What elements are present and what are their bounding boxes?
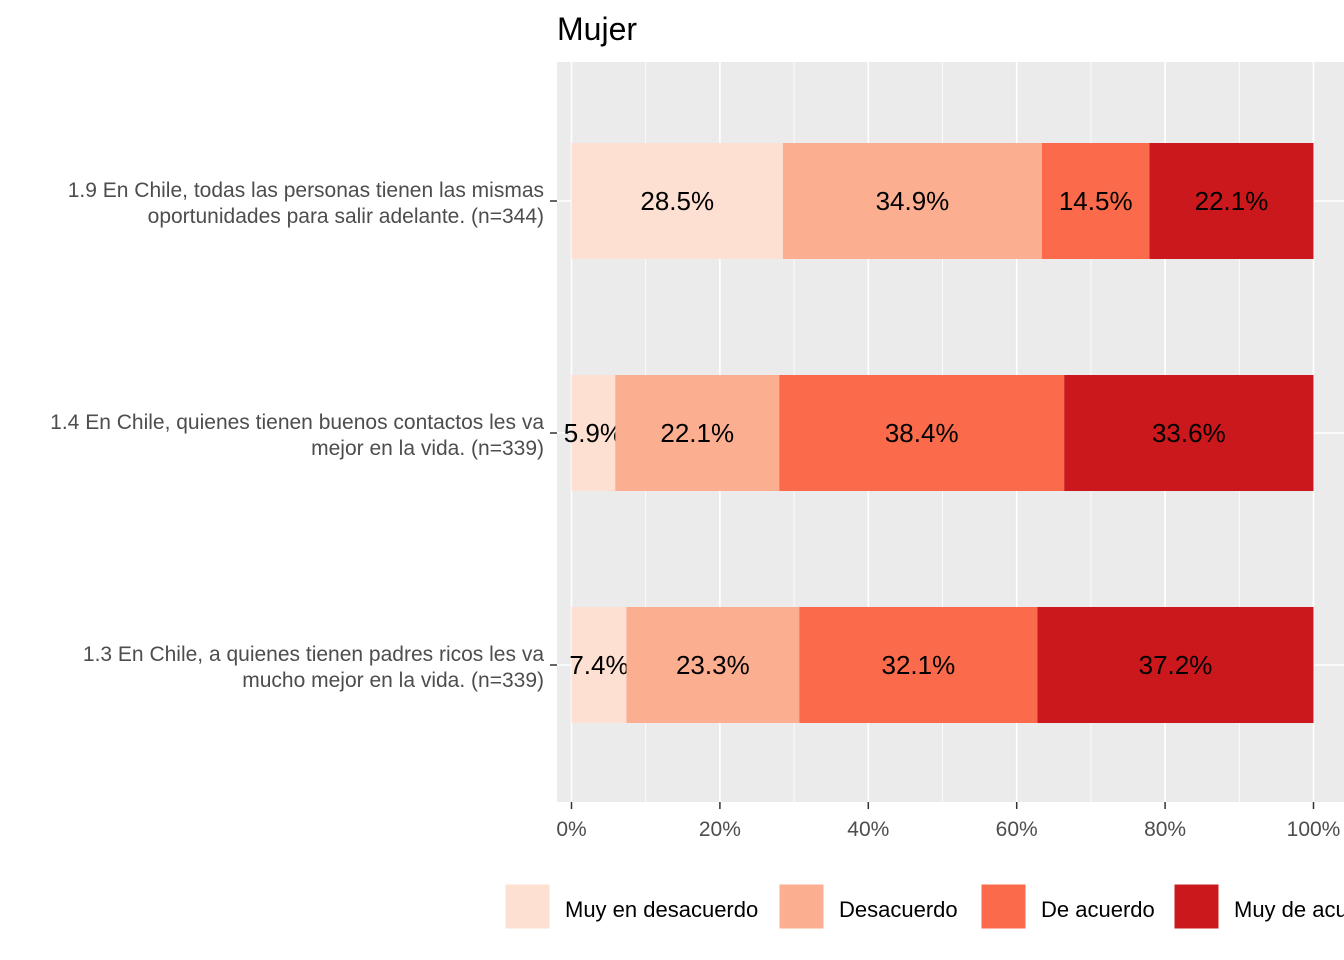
bar-segment	[615, 375, 780, 491]
bar-segment	[571, 143, 783, 259]
bar-segment	[1041, 143, 1150, 259]
y-axis: 1.9 En Chile, todas las personas tienen …	[50, 179, 557, 692]
legend-label: De acuerdo	[1041, 897, 1155, 922]
x-tick-label: 80%	[1144, 818, 1186, 841]
x-tick-label: 100%	[1287, 818, 1341, 841]
data-label: 23.3%	[676, 650, 750, 680]
category-label: mucho mejor en la vida. (n=339)	[242, 669, 544, 692]
data-label: 14.5%	[1059, 186, 1133, 216]
bar-segment	[571, 607, 627, 723]
bar-segment	[1037, 607, 1314, 723]
legend-key	[1173, 883, 1220, 930]
bar-segment	[799, 607, 1038, 723]
data-label: 32.1%	[882, 650, 956, 680]
data-label: 22.1%	[660, 418, 734, 448]
legend-key	[778, 883, 825, 930]
legend-label: Desacuerdo	[839, 897, 958, 922]
category-label: 1.4 En Chile, quienes tienen buenos cont…	[50, 411, 544, 434]
data-label: 34.9%	[876, 186, 950, 216]
chart-title: Mujer	[557, 11, 637, 47]
x-axis: 0% 20% 40% 60% 80% 100%	[556, 802, 1340, 841]
category-label: 1.3 En Chile, a quienes tienen padres ri…	[83, 643, 544, 666]
bar-segment	[1149, 143, 1314, 259]
x-tick-label: 60%	[996, 818, 1038, 841]
bars: 28.5% 34.9% 14.5% 22.1% 5.9% 22.1% 38.4% 33.6% 7…	[564, 143, 1314, 723]
data-label: 33.6%	[1152, 418, 1226, 448]
category-label: 1.9 En Chile, todas las personas tienen …	[68, 179, 544, 202]
legend-label: Muy en desacuerdo	[565, 897, 758, 922]
data-label: 22.1%	[1195, 186, 1269, 216]
legend-key	[504, 883, 551, 930]
bar-segment	[782, 143, 1042, 259]
category-label: mejor en la vida. (n=339)	[311, 437, 544, 460]
data-label: 28.5%	[640, 186, 714, 216]
data-label: 37.2%	[1139, 650, 1213, 680]
bar-segment	[779, 375, 1065, 491]
data-label: 38.4%	[885, 418, 959, 448]
bar-segment	[626, 607, 800, 723]
bar-segment	[571, 375, 616, 491]
data-label: 7.4%	[569, 650, 628, 680]
legend: Muy en desacuerdo Desacuerdo De acuerdo Muy…	[504, 883, 1344, 930]
bar-segment	[1064, 375, 1314, 491]
x-tick-label: 0%	[556, 818, 586, 841]
x-tick-label: 20%	[699, 818, 741, 841]
category-label: oportunidades para salir adelante. (n=34…	[148, 205, 544, 228]
x-tick-label: 40%	[847, 818, 889, 841]
legend-label: Muy de acuerdo	[1234, 897, 1344, 922]
legend-key	[980, 883, 1027, 930]
data-label: 5.9%	[564, 418, 623, 448]
